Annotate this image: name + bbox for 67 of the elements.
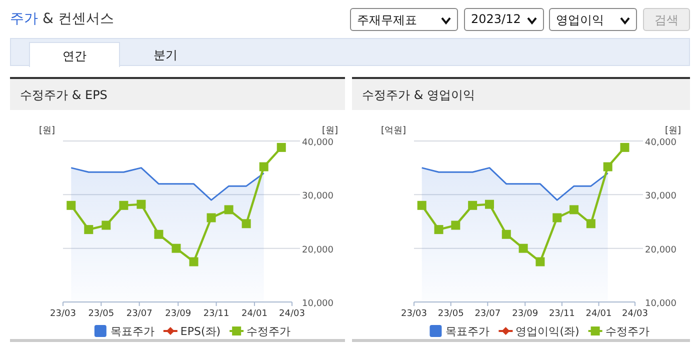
- text: 분기: [152, 47, 178, 64]
- x-tick-label: 24/03: [279, 309, 305, 319]
- text: 2023/12: [464, 8, 544, 31]
- y2-tick-label: 20,000: [302, 245, 334, 256]
- y-axis-title: [억원]: [380, 126, 406, 136]
- point: [154, 230, 164, 239]
- x-tick-label: 24/03: [622, 309, 648, 319]
- y2-tick-label: 30,000: [645, 192, 677, 202]
- point: [536, 257, 545, 266]
- point: [620, 142, 630, 152]
- point: [518, 244, 528, 253]
- x-tick-label: 24/01: [586, 309, 612, 319]
- y2-axis-title: [원]: [664, 126, 682, 136]
- point: [276, 142, 286, 152]
- point: [451, 220, 460, 230]
- legend-label: 영업이익(좌): [516, 325, 580, 338]
- legend-label: 수정주가: [246, 325, 291, 338]
- text: 주재무제표: [350, 8, 458, 31]
- legend-label: 목표주가: [446, 325, 490, 338]
- legend-label: 목표주가: [110, 325, 154, 338]
- x-tick-label: 23/07: [126, 309, 152, 319]
- x-tick-label: 23/11: [203, 309, 230, 319]
- point: [224, 205, 234, 214]
- text: 영업이익: [549, 8, 637, 31]
- y2-tick-label: 10,000: [645, 299, 677, 309]
- point: [66, 200, 76, 210]
- point: [172, 244, 181, 253]
- chart-title: 수정주가 & 영업이익: [352, 79, 690, 110]
- point: [102, 220, 111, 230]
- x-tick-label: 23/05: [88, 309, 114, 319]
- point: [603, 162, 612, 172]
- text: 연간: [29, 42, 120, 67]
- point: [586, 219, 596, 228]
- point: [119, 200, 128, 210]
- point: [206, 213, 216, 222]
- legend-label: EPS(좌): [180, 325, 221, 338]
- chart-title: 수정주가 & EPS: [10, 79, 345, 110]
- y2-axis-title: [원]: [322, 126, 338, 136]
- y2-tick-label: 40,000: [302, 138, 334, 148]
- text: 검색: [643, 8, 690, 31]
- text: 주가 & 컨센서스: [10, 10, 114, 28]
- y2-tick-label: 20,000: [645, 245, 677, 256]
- point: [552, 213, 562, 222]
- point: [259, 162, 268, 172]
- x-tick-label: 23/07: [474, 309, 501, 319]
- x-tick-label: 23/09: [512, 309, 538, 319]
- y2-tick-label: 40,000: [645, 138, 677, 148]
- point: [136, 200, 146, 209]
- point: [570, 205, 579, 214]
- x-tick-label: 23/11: [548, 309, 575, 319]
- point: [242, 219, 251, 228]
- y-axis-title: [원]: [38, 126, 55, 136]
- point: [189, 257, 198, 266]
- point: [417, 200, 426, 210]
- point: [84, 225, 94, 234]
- legend-label: 수정주가: [605, 325, 650, 338]
- x-tick-label: 23/03: [50, 309, 76, 319]
- x-tick-label: 23/03: [401, 309, 427, 319]
- point: [468, 200, 478, 210]
- y2-tick-label: 10,000: [302, 299, 334, 309]
- x-tick-label: 23/09: [165, 309, 192, 319]
- x-tick-label: 23/05: [438, 309, 464, 319]
- point: [484, 200, 494, 209]
- point: [502, 230, 511, 239]
- point: [434, 225, 444, 234]
- y2-tick-label: 30,000: [302, 192, 334, 202]
- x-tick-label: 24/01: [241, 309, 268, 319]
